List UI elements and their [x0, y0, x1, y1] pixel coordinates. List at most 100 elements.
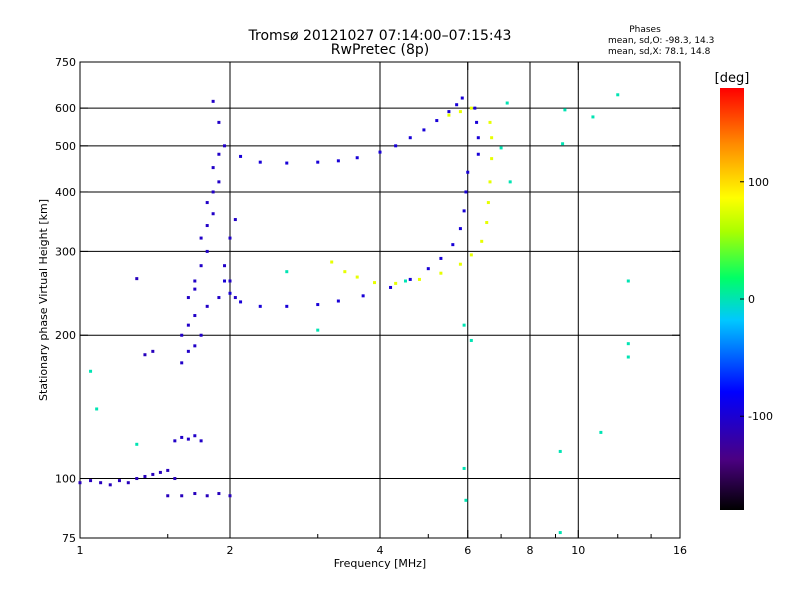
data-point [205, 201, 209, 205]
x-tick-label: 16 [673, 544, 687, 557]
data-point [205, 494, 209, 498]
data-point [228, 236, 232, 240]
data-point [469, 338, 473, 342]
data-point [626, 355, 630, 359]
data-point [473, 106, 477, 110]
data-point [435, 119, 439, 123]
data-point [490, 136, 494, 140]
x-tick-label: 1 [77, 544, 84, 557]
data-point [408, 277, 412, 281]
y-axis: 75 100 200 300 400 500 600 750 [55, 56, 680, 545]
phase-stats-heading: Phases [629, 25, 661, 35]
y-tick-label: 400 [55, 186, 76, 199]
data-point [336, 299, 340, 303]
data-point [462, 466, 466, 470]
data-point [455, 103, 459, 107]
data-point [558, 531, 562, 535]
data-point [186, 296, 190, 300]
data-point [469, 253, 473, 257]
data-point [355, 156, 359, 160]
data-point [217, 180, 221, 184]
data-point [173, 439, 177, 443]
x-axis-label: Frequency [MHz] [334, 557, 426, 570]
data-point [558, 449, 562, 453]
y-tick-label: 300 [55, 245, 76, 258]
chart-subtitle: RwPretec (8p) [331, 42, 429, 58]
data-point [89, 369, 93, 373]
data-point [258, 160, 262, 164]
data-point [422, 128, 426, 132]
data-point [389, 285, 393, 289]
data-point [469, 106, 473, 110]
colorbar: [deg] 100 0 -100 [715, 71, 773, 510]
data-point [462, 323, 466, 327]
data-point [228, 291, 232, 295]
data-point [151, 472, 155, 476]
data-point [166, 468, 170, 472]
data-point [480, 239, 484, 243]
data-point [211, 166, 215, 170]
data-point [490, 157, 494, 161]
data-point [626, 279, 630, 283]
data-point [408, 136, 412, 140]
data-point [143, 474, 147, 478]
data-point [476, 152, 480, 156]
chart-title: Tromsø 20121027 07:14:00–07:15:43 [248, 28, 512, 44]
colorbar-ticks: 100 0 -100 [740, 176, 773, 423]
data-point [458, 262, 462, 266]
data-point [180, 333, 184, 337]
data-point [462, 209, 466, 213]
data-point [499, 146, 503, 150]
data-point [563, 108, 567, 112]
data-point [285, 270, 289, 274]
data-point [199, 264, 203, 268]
x-tick-label: 6 [464, 544, 471, 557]
data-point [285, 161, 289, 165]
data-point [211, 99, 215, 103]
data-point [78, 481, 82, 485]
data-point [426, 267, 430, 271]
data-point [223, 264, 227, 268]
data-point [186, 349, 190, 353]
data-point [166, 494, 170, 498]
data-point [95, 407, 99, 411]
data-point [205, 224, 209, 228]
data-point [233, 296, 237, 300]
data-point [475, 120, 479, 124]
data-point [451, 243, 455, 247]
data-point [616, 93, 620, 97]
phase-stats-o: mean, sd,O: -98.3, 14.3 [608, 36, 714, 46]
data-point [117, 479, 121, 483]
data-point [199, 236, 203, 240]
data-point [173, 477, 177, 481]
data-point [447, 110, 451, 114]
data-point [336, 159, 340, 163]
data-point [193, 492, 197, 496]
y-tick-label: 750 [55, 56, 76, 69]
data-point [464, 190, 468, 194]
x-axis: 1 2 4 6 8 10 16 [77, 62, 687, 557]
x-tick-label: 10 [571, 544, 585, 557]
data-point [180, 435, 184, 439]
data-point [89, 479, 93, 483]
data-point [508, 180, 512, 184]
data-point [211, 190, 215, 194]
data-point [476, 136, 480, 140]
data-point [233, 218, 237, 222]
data-point [285, 304, 289, 308]
data-point [403, 279, 407, 283]
data-point [228, 494, 232, 498]
data-point [135, 442, 139, 446]
data-point [486, 201, 490, 205]
data-point [258, 304, 262, 308]
data-point [394, 144, 398, 148]
data-point [135, 477, 139, 481]
data-point [599, 430, 603, 434]
y-axis-label: Stationary phase Virtual Height [km] [37, 199, 50, 401]
data-point [186, 323, 190, 327]
data-point [239, 154, 243, 158]
x-tick-label: 8 [527, 544, 534, 557]
data-point [193, 279, 197, 283]
data-point [217, 152, 221, 156]
